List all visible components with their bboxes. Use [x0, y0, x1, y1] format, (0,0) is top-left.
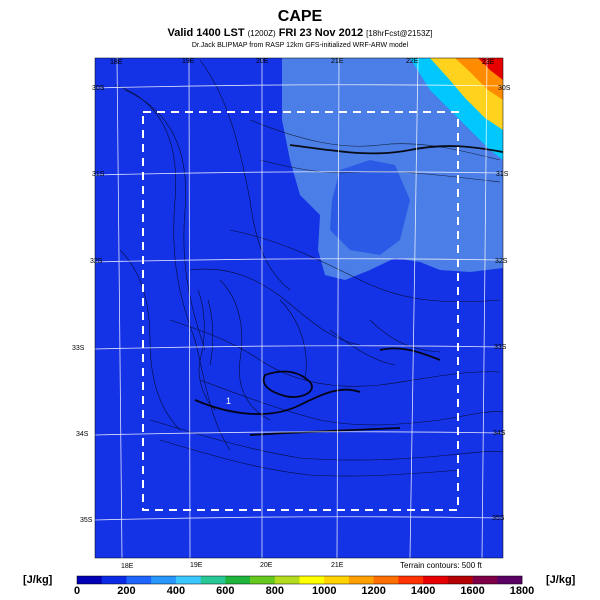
colorbar-swatch	[175, 576, 201, 584]
colorbar-tick-label: 1200	[361, 585, 385, 597]
terrain-contours-bold	[194, 144, 503, 436]
colorbar-ticks: 0 200 400 600 800 1000 1200 1400 1600 1800	[74, 585, 534, 597]
lat-label-right: 33S	[494, 344, 507, 351]
lon-labels-top: 18E 19E 20E 21E 22E 23E	[110, 58, 495, 66]
colorbar-swatch	[101, 576, 127, 584]
lat-labels-right: 30S 31S 32S 33S 34S 35S	[492, 85, 511, 522]
colorbar-swatch	[225, 576, 251, 584]
lon-label-bottom: 19E	[190, 562, 203, 569]
lon-label-top: 23E	[482, 59, 495, 66]
colorbar-swatch	[423, 576, 449, 584]
colorbar-tick-label: 400	[167, 585, 185, 597]
map-frame	[94, 57, 504, 559]
lon-label-top: 21E	[331, 58, 344, 65]
lon-label-bottom: 20E	[260, 562, 273, 569]
lat-label-right: 32S	[495, 258, 508, 265]
utc-time: (1200Z)	[247, 29, 276, 38]
map-subtitle: Valid 1400 LST (1200Z) FRI 23 Nov 2012 […	[0, 27, 600, 39]
lon-label-top: 18E	[110, 59, 123, 66]
colorbar-swatch	[274, 576, 300, 584]
lon-label-top: 19E	[182, 58, 195, 65]
lat-label-right: 34S	[493, 430, 506, 437]
colorbar-swatch	[324, 576, 350, 584]
lat-label-right: 31S	[496, 171, 509, 178]
colorbar-swatch	[299, 576, 325, 584]
colorbar-swatch	[250, 576, 276, 584]
colorbar-frame	[76, 575, 523, 585]
colorbar-tick-label: 1400	[411, 585, 435, 597]
lon-label-top: 20E	[256, 58, 269, 65]
lat-labels-left: 30S 31S 32S 33S 34S 35S	[72, 85, 105, 524]
warm-region-4	[478, 58, 503, 80]
model-credit: Dr.Jack BLIPMAP from RASP 12km GFS-initi…	[191, 42, 409, 49]
inner-domain-box	[142, 111, 459, 511]
lon-label-bottom: 18E	[121, 563, 134, 570]
lat-label-left: 33S	[72, 345, 85, 352]
terrain-contours	[114, 59, 503, 477]
lon-label-top: 22E	[406, 58, 419, 65]
lat-label-left: 31S	[92, 171, 105, 178]
forecast-run: [18hrFcst@2153Z]	[366, 29, 433, 38]
colorbar-swatch	[373, 576, 399, 584]
valid-time: Valid 1400 LST	[167, 27, 245, 39]
colorbar-tick-label: 1000	[312, 585, 336, 597]
lon-labels-bottom: 18E 19E 20E 21E	[121, 562, 344, 570]
colorbar-swatch	[126, 576, 152, 584]
lon-label-bottom: 21E	[331, 562, 344, 569]
graticule	[95, 58, 503, 558]
lat-label-right: 30S	[498, 85, 511, 92]
site-marker: 1	[226, 396, 231, 406]
lat-label-left: 32S	[90, 258, 103, 265]
lat-label-left: 34S	[76, 431, 89, 438]
colorbar-swatch	[447, 576, 473, 584]
colorbar-tick-label: 0	[74, 585, 80, 597]
colorbar	[76, 575, 523, 585]
terrain-contour-note: Terrain contours: 500 ft	[400, 561, 483, 570]
lat-label-left: 30S	[92, 85, 105, 92]
colorbar-swatch	[472, 576, 498, 584]
colorbar-unit-left: [J/kg]	[23, 574, 53, 586]
colorbar-swatch	[200, 576, 226, 584]
mid-cape-region	[330, 160, 410, 255]
map-field: 1	[95, 58, 503, 558]
colorbar-swatch	[398, 576, 424, 584]
lat-label-left: 35S	[80, 517, 93, 524]
colorbar-tick-label: 1600	[460, 585, 484, 597]
colorbar-swatch	[151, 576, 177, 584]
map-title: CAPE	[277, 8, 323, 25]
colorbar-swatch	[77, 576, 103, 584]
colorbar-unit-right: [J/kg]	[546, 574, 576, 586]
colorbar-swatch	[497, 576, 523, 584]
colorbar-tick-label: 800	[266, 585, 284, 597]
colorbar-swatch	[348, 576, 374, 584]
colorbar-tick-label: 200	[117, 585, 135, 597]
forecast-date: FRI 23 Nov 2012	[278, 27, 364, 39]
colorbar-tick-label: 1800	[510, 585, 534, 597]
lat-label-right: 35S	[492, 515, 505, 522]
colorbar-tick-label: 600	[216, 585, 234, 597]
